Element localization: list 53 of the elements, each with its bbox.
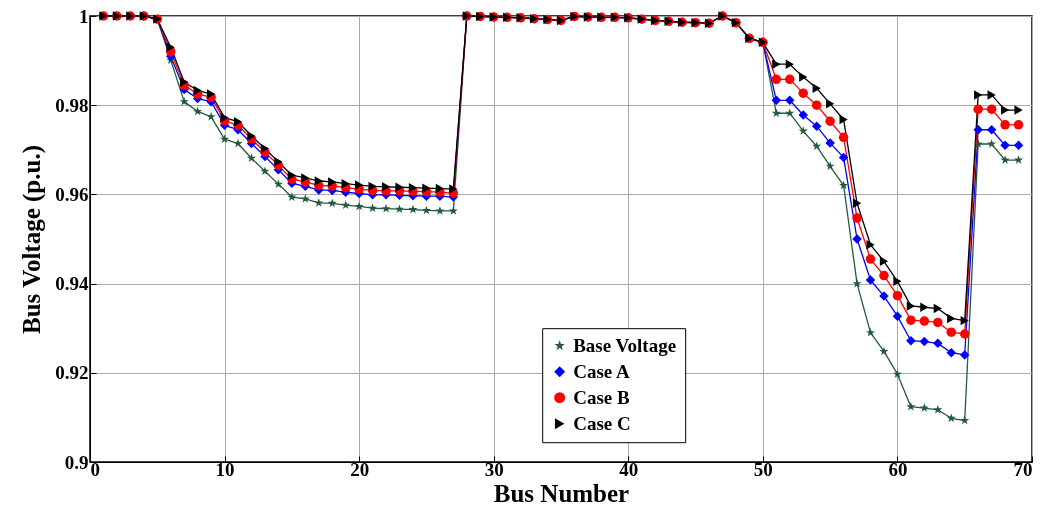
- point: [866, 327, 876, 337]
- legend-label: Case C: [573, 412, 631, 434]
- y-tick-label: 0.98: [55, 94, 89, 116]
- x-axis-title: Bus Number: [493, 479, 630, 507]
- point: [314, 198, 324, 207]
- point: [973, 139, 983, 148]
- point: [933, 405, 943, 414]
- point: [839, 180, 849, 190]
- legend-label: Case A: [573, 360, 630, 382]
- point: [381, 203, 391, 213]
- legend-label: Case B: [573, 386, 630, 408]
- x-tick-label: 0: [90, 458, 100, 480]
- point: [798, 126, 808, 135]
- point: [179, 96, 189, 106]
- point: [852, 278, 862, 288]
- y-tick-label: 0.94: [55, 273, 89, 295]
- point: [421, 205, 431, 215]
- point: [812, 141, 822, 151]
- y-tick-label: 0.9: [64, 451, 89, 473]
- x-tick-label: 30: [484, 458, 504, 480]
- point: [368, 203, 378, 213]
- point: [300, 194, 310, 203]
- point: [892, 369, 902, 378]
- point: [408, 204, 418, 214]
- point: [435, 206, 445, 215]
- x-tick-label: 60: [888, 458, 908, 480]
- x-tick-label: 70: [1013, 458, 1033, 480]
- point: [946, 413, 956, 423]
- x-tick-label: 20: [350, 458, 370, 480]
- point: [354, 201, 364, 211]
- point: [327, 198, 337, 208]
- point: [448, 206, 458, 215]
- x-tick-label: 50: [753, 458, 773, 480]
- point: [1014, 155, 1024, 164]
- point: [771, 108, 781, 118]
- point: [395, 204, 405, 213]
- point: [246, 153, 256, 163]
- point: [960, 415, 970, 425]
- y-tick-label: 0.92: [55, 362, 89, 384]
- point: [287, 192, 297, 201]
- y-tick-label: 1: [79, 5, 89, 27]
- point: [906, 401, 916, 411]
- y-axis-title: Bus Voltage (p.u.): [18, 145, 47, 334]
- point: [879, 346, 889, 356]
- point: [206, 112, 216, 121]
- point: [193, 106, 203, 116]
- legend-label: Base Voltage: [573, 334, 677, 356]
- point: [233, 138, 243, 148]
- point: [220, 134, 230, 143]
- y-tick-label: 0.96: [55, 183, 89, 205]
- point: [785, 108, 795, 118]
- x-tick-label: 10: [215, 458, 235, 480]
- x-tick-label: 40: [619, 458, 639, 480]
